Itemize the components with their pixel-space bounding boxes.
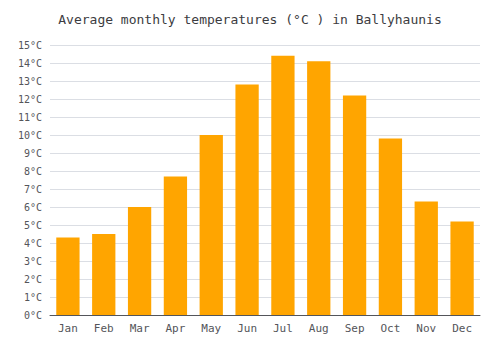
svg-text:5°C: 5°C — [24, 220, 42, 231]
svg-text:Sep: Sep — [345, 322, 365, 335]
svg-text:14°C: 14°C — [18, 58, 42, 69]
svg-text:Dec: Dec — [452, 322, 472, 335]
svg-text:7°C: 7°C — [24, 184, 42, 195]
svg-text:Jun: Jun — [237, 322, 257, 335]
svg-text:Nov: Nov — [416, 322, 436, 335]
svg-text:Average monthly temperatures (: Average monthly temperatures (°C ) in Ba… — [58, 12, 442, 27]
svg-text:13°C: 13°C — [18, 76, 42, 87]
svg-text:Jul: Jul — [273, 322, 293, 335]
svg-text:Oct: Oct — [380, 322, 400, 335]
svg-text:11°C: 11°C — [18, 112, 42, 123]
svg-text:4°C: 4°C — [24, 238, 42, 249]
svg-text:9°C: 9°C — [24, 148, 42, 159]
svg-text:12°C: 12°C — [18, 94, 42, 105]
svg-text:May: May — [201, 322, 221, 335]
svg-text:2°C: 2°C — [24, 274, 42, 285]
svg-text:1°C: 1°C — [24, 292, 42, 303]
svg-text:Feb: Feb — [94, 322, 114, 335]
svg-text:Jan: Jan — [58, 322, 78, 335]
svg-text:0°C: 0°C — [24, 310, 42, 321]
svg-text:15°C: 15°C — [18, 40, 42, 51]
svg-text:Apr: Apr — [165, 322, 185, 335]
svg-text:8°C: 8°C — [24, 166, 42, 177]
svg-text:Aug: Aug — [309, 322, 329, 335]
svg-text:3°C: 3°C — [24, 256, 42, 267]
svg-text:Mar: Mar — [130, 322, 150, 335]
svg-text:10°C: 10°C — [18, 130, 42, 141]
svg-text:6°C: 6°C — [24, 202, 42, 213]
